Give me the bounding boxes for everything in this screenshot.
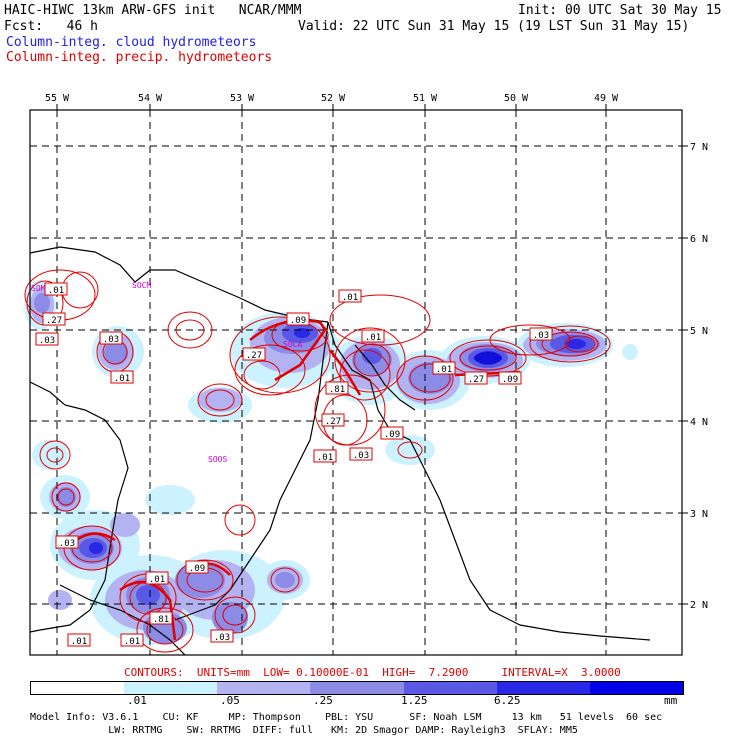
lat-lon-grid (30, 110, 682, 655)
contour-label: .01 (365, 333, 381, 343)
header-valid-time: Valid: 22 UTC Sun 31 May 15 (19 LST Sun … (298, 19, 690, 34)
contour-label-box (120, 633, 144, 647)
contour-label-box (529, 327, 553, 341)
lon-label: 53 W (230, 93, 255, 104)
contour-label: .03 (214, 633, 230, 643)
lon-label: 50 W (504, 93, 529, 104)
contour-label-box (42, 312, 66, 326)
colorbar-swatch (217, 682, 311, 694)
lat-label: 6 N (690, 234, 708, 245)
station-label: SOME (31, 284, 50, 293)
colorbar-tick: .25 (313, 694, 333, 707)
contour-label: .03 (533, 331, 549, 341)
contour-label: .27 (468, 375, 484, 385)
contour-label: .03 (59, 539, 75, 549)
colorbar (30, 681, 684, 695)
contour-label: .27 (325, 417, 341, 427)
contour-label-box (432, 361, 456, 375)
contour-label: .03 (103, 335, 119, 345)
contour-label-box (242, 347, 266, 361)
lon-label: 52 W (321, 93, 346, 104)
cloud-max-core (474, 352, 502, 364)
contour-label-box (35, 332, 59, 346)
contour-label-box (349, 447, 373, 461)
contour-label: .09 (502, 375, 518, 385)
contour-label: .09 (290, 316, 306, 326)
field-label-precip: Column-integ. precip. hydrometeors (6, 50, 273, 65)
contour-label: .01 (114, 374, 130, 384)
contour-label: .09 (384, 430, 400, 440)
colorbar-swatch (310, 682, 404, 694)
colorbar-tick: .01 (127, 694, 147, 707)
contour-label-box (44, 282, 68, 296)
station-label: SOCM (132, 281, 151, 290)
contour-label: .03 (39, 336, 55, 346)
header-title: HAIC-HIWC 13km ARW-GFS init NCAR/MMM (4, 3, 302, 18)
contour-label-box (338, 289, 362, 303)
contour-label-box (321, 413, 345, 427)
model-info-line2: LW: RRTMG SW: RRTMG DIFF: full KM: 2D Sm… (30, 725, 578, 736)
colorbar-units: mm (664, 694, 678, 707)
contour-label-box (149, 611, 173, 625)
lon-label: 51 W (413, 93, 438, 104)
contour-label: .81 (153, 615, 169, 625)
contour-label-box (110, 370, 134, 384)
colorbar-tick: 1.25 (401, 694, 428, 707)
colorbar-swatch (496, 682, 590, 694)
contour-label: .27 (246, 351, 262, 361)
map-frame (29, 109, 683, 656)
contour-label-box (464, 371, 488, 385)
contour-label-box (361, 329, 385, 343)
colorbar-swatch (31, 682, 125, 694)
contour-label-box (99, 331, 123, 345)
contour-label-box (210, 629, 234, 643)
contour-label-box (325, 381, 349, 395)
contour-label-box (313, 449, 337, 463)
contour-info: CONTOURS: UNITS=mm LOW= 0.10000E-01 HIGH… (124, 666, 621, 679)
contour-label-box (55, 535, 79, 549)
contour-labels: .01 .27 .03 .03 .01 .09 .27 .01 .01 .81 .27 .09 .01.… (35, 282, 553, 647)
station-label: SOCA (283, 340, 302, 349)
colorbar-swatch (403, 682, 497, 694)
contour-label-box (185, 560, 209, 574)
contour-label: .01 (48, 286, 64, 296)
header-forecast-hour: Fcst: 46 h (4, 19, 98, 34)
lat-label: 5 N (690, 326, 708, 337)
contour-label: .01 (71, 637, 87, 647)
lat-label: 7 N (690, 142, 708, 153)
lon-label: 54 W (138, 93, 163, 104)
contour-label: .01 (342, 293, 358, 303)
contour-label: .27 (46, 316, 62, 326)
contour-label-box (145, 571, 169, 585)
contour-label-box (286, 312, 310, 326)
contour-label: .09 (189, 564, 205, 574)
model-info-line1: Model Info: V3.6.1 CU: KF MP: Thompson P… (30, 712, 663, 723)
precip-contours (24, 269, 611, 653)
colorbar-swatch (589, 682, 683, 694)
axis-ticks (56, 104, 688, 605)
lat-label: 4 N (690, 417, 708, 428)
lon-label: 55 W (45, 93, 70, 104)
lat-label: 3 N (690, 509, 708, 520)
contour-label: .01 (436, 365, 452, 375)
field-label-cloud: Column-integ. cloud hydrometeors (6, 35, 257, 50)
header-init-time: Init: 00 UTC Sat 30 May 15 (518, 3, 722, 18)
contour-label: .01 (149, 575, 165, 585)
lon-label: 49 W (594, 93, 619, 104)
colorbar-tick: .05 (220, 694, 240, 707)
contour-label-box (380, 426, 404, 440)
contour-label-box (498, 371, 522, 385)
contour-label: .03 (353, 451, 369, 461)
contour-label: .81 (329, 385, 345, 395)
colorbar-tick: 6.25 (494, 694, 521, 707)
station-label: SOOS (208, 455, 227, 464)
colorbar-swatch (124, 682, 218, 694)
contour-label: .01 (124, 637, 140, 647)
contour-label: .01 (317, 453, 333, 463)
contour-label-box (67, 633, 91, 647)
lat-label: 2 N (690, 600, 708, 611)
